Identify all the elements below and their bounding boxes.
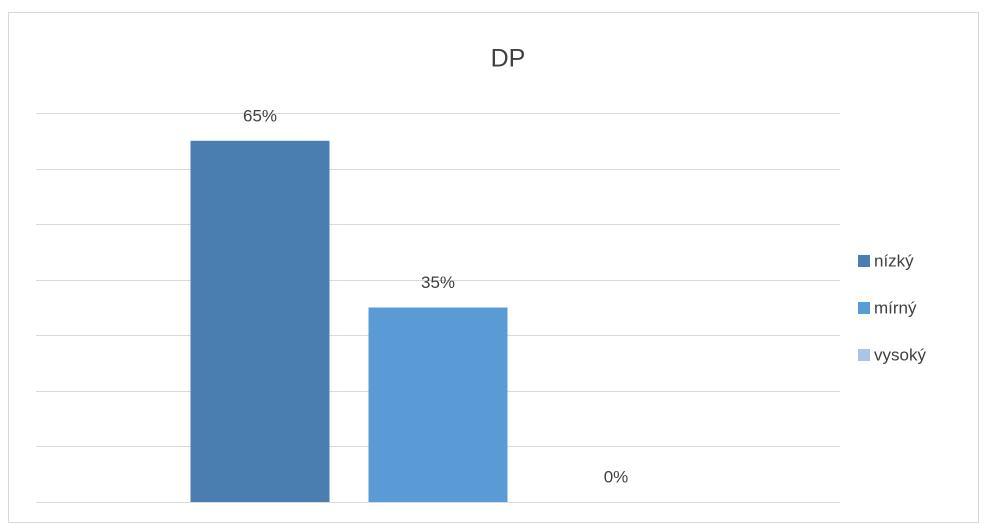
bar [368,307,508,502]
chart-title: DP [491,45,526,73]
legend-swatch [858,302,870,314]
legend-swatch [858,349,870,361]
value-label: 65% [243,106,277,125]
bar [190,140,330,503]
legend-label: nízký [874,251,914,270]
legend-label: vysoký [874,345,926,364]
value-label: 0% [604,467,629,486]
value-label: 35% [421,273,455,292]
legend-swatch [858,255,870,267]
legend-label: mírný [874,298,917,317]
